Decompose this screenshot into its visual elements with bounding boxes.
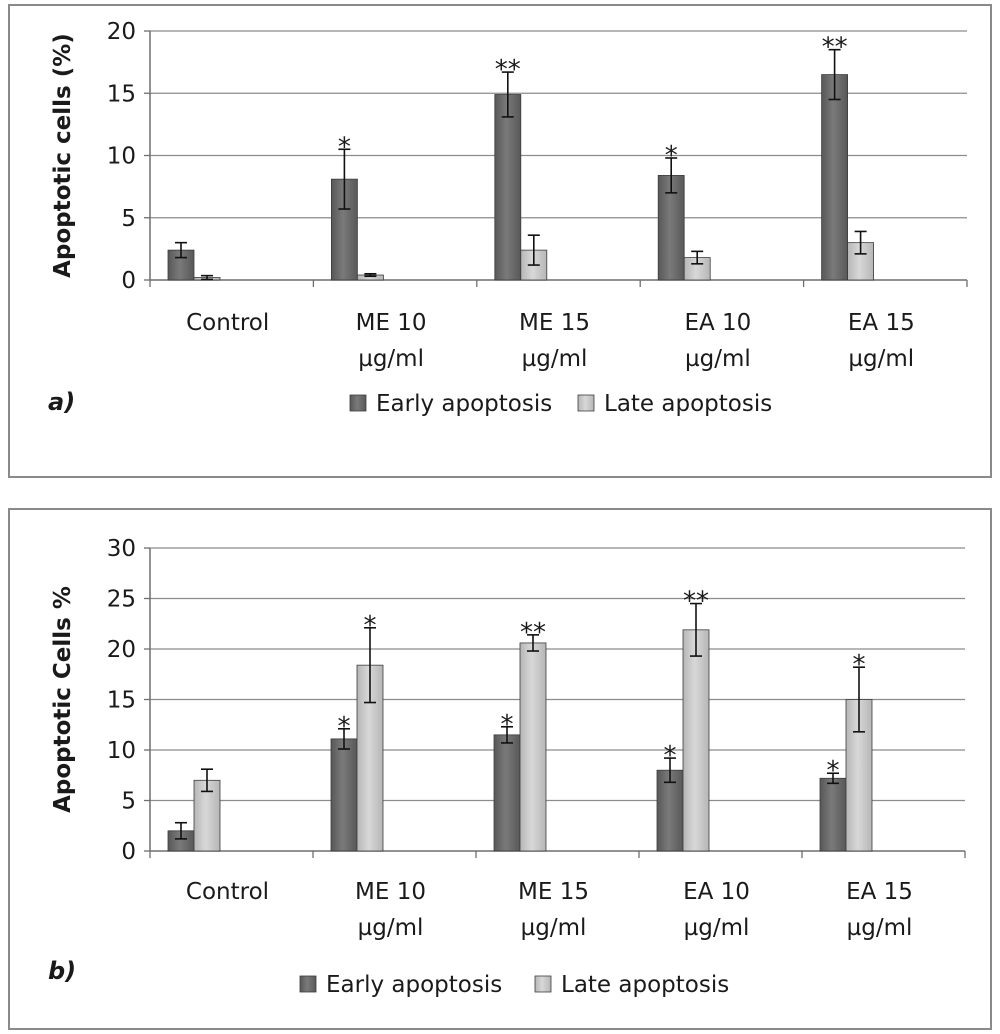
y-tick-label: 20	[107, 637, 136, 663]
significance-marker: **	[683, 587, 709, 617]
legend-label: Late apoptosis	[561, 972, 729, 998]
legend-swatch	[299, 975, 317, 993]
significance-marker: *	[338, 132, 351, 162]
x-category-label: EA 15	[848, 310, 915, 336]
legend-swatch	[577, 394, 595, 412]
x-category-label: µg/ml	[847, 915, 913, 941]
significance-marker: *	[665, 141, 678, 171]
bar	[821, 74, 848, 281]
x-category-label: Control	[186, 310, 269, 336]
chart-panel-a: 0 5 10 15 20 Apoptotic cells (%) Control * ME 10…	[8, 4, 992, 478]
x-category-label: µg/ml	[684, 915, 750, 941]
panel-label: b)	[48, 957, 76, 985]
significance-marker: *	[501, 710, 514, 740]
x-category-label: µg/ml	[521, 915, 587, 941]
x-category-label: ME 15	[518, 879, 589, 905]
y-tick-label: 30	[107, 536, 136, 562]
y-tick-label: 20	[107, 19, 136, 45]
legend-swatch	[349, 394, 367, 412]
legend-swatch	[534, 975, 552, 993]
x-category-label: EA 10	[683, 879, 750, 905]
y-axis-label: Apoptotic cells (%)	[50, 33, 76, 278]
significance-marker: *	[853, 650, 866, 680]
y-tick-label: 15	[107, 688, 136, 714]
significance-marker: *	[827, 756, 840, 786]
bar	[330, 738, 358, 852]
significance-marker: **	[822, 33, 848, 63]
y-tick-label: 0	[121, 268, 136, 294]
x-category-label: ME 10	[355, 879, 426, 905]
x-category-label: ME 15	[519, 310, 590, 336]
significance-marker: *	[364, 611, 377, 641]
legend-label: Early apoptosis	[376, 391, 552, 417]
bar	[819, 777, 847, 852]
y-axis-label: Apoptotic Cells %	[50, 586, 76, 813]
y-tick-label: 25	[107, 587, 136, 613]
significance-marker: *	[664, 741, 677, 771]
x-category-label: EA 15	[846, 879, 913, 905]
x-category-label: ME 10	[356, 310, 427, 336]
bar	[494, 94, 522, 281]
significance-marker: **	[520, 618, 546, 648]
bar	[519, 642, 547, 852]
significance-marker: *	[338, 712, 351, 742]
y-tick-label: 10	[107, 144, 136, 170]
bar	[493, 734, 521, 852]
chart-a-svg: 0 5 10 15 20 Apoptotic cells (%) Control * ME 10…	[48, 19, 968, 417]
x-category-label: EA 10	[684, 310, 751, 336]
legend-label: Early apoptosis	[326, 972, 502, 998]
x-category-label: µg/ml	[848, 346, 914, 372]
x-category-label: µg/ml	[685, 346, 751, 372]
y-tick-label: 0	[121, 839, 136, 865]
panel-label: a)	[48, 388, 75, 416]
significance-marker: **	[495, 55, 521, 85]
x-category-label: Control	[186, 879, 269, 905]
x-category-label: µg/ml	[522, 346, 588, 372]
bar	[682, 629, 710, 852]
x-category-label: µg/ml	[358, 346, 424, 372]
y-tick-label: 5	[121, 206, 136, 232]
x-category-label: µg/ml	[358, 915, 424, 941]
legend-label: Late apoptosis	[604, 391, 772, 417]
y-tick-label: 5	[121, 789, 136, 815]
y-tick-label: 10	[107, 738, 136, 764]
chart-panel-b: 0 5 10 15 20 25 30 Apoptotic Cells % Control * * ME…	[8, 508, 992, 1030]
y-tick-label: 15	[107, 81, 136, 107]
